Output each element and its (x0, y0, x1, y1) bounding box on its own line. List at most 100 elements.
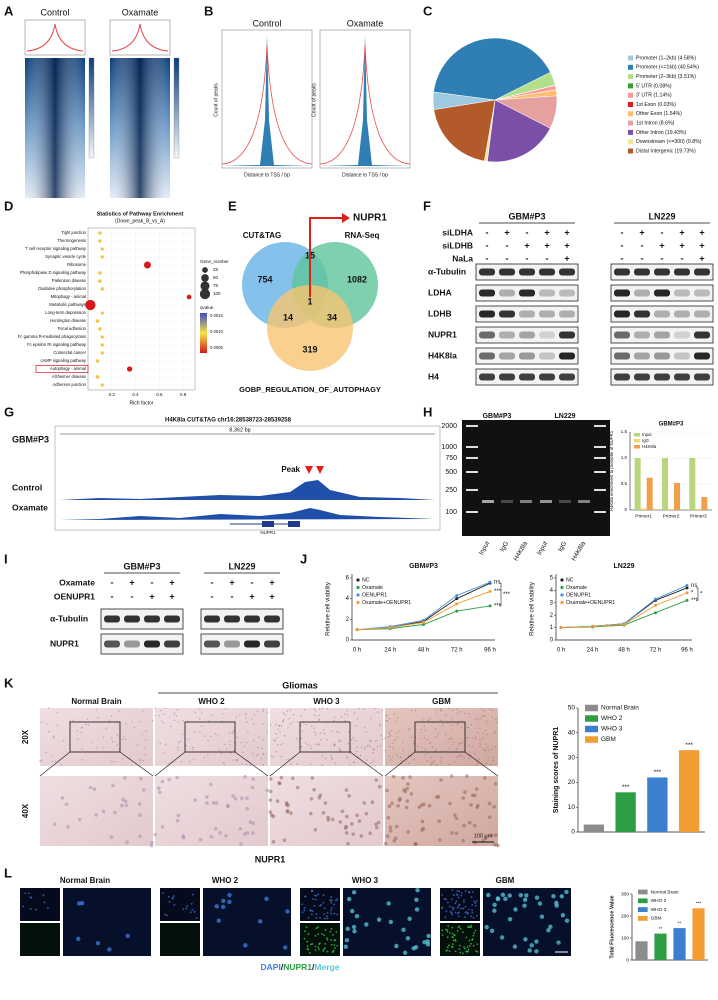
nucleus (171, 897, 174, 900)
cell (487, 733, 489, 736)
nucleus (190, 902, 193, 905)
cell (346, 757, 348, 759)
cell (346, 714, 349, 716)
cell (288, 717, 291, 720)
cell (310, 747, 312, 750)
band (654, 268, 670, 276)
cell (173, 711, 175, 714)
sign: - (641, 253, 644, 263)
nucleus (492, 902, 497, 907)
band (674, 289, 690, 297)
blot-label: α-Tubulin (428, 266, 466, 276)
cell (358, 707, 361, 710)
x-tick-label: 72 h (451, 648, 463, 654)
cell (123, 799, 128, 804)
band (634, 289, 650, 297)
cell (121, 797, 125, 802)
cell (422, 719, 425, 721)
nucleus (470, 926, 472, 929)
cell (479, 743, 481, 745)
legend-swatch (638, 907, 648, 912)
cell (301, 730, 304, 733)
cell (281, 721, 284, 723)
nucleus (462, 931, 464, 934)
nucleus (495, 896, 501, 901)
cell (160, 709, 162, 712)
nucleus (456, 890, 459, 893)
cell (402, 788, 406, 792)
significance: *** (696, 901, 702, 907)
cell (398, 796, 402, 801)
cell (356, 750, 358, 753)
y-tick-label: 0 (550, 638, 554, 644)
y-tick-label: T cell receptor signaling pathway (25, 246, 87, 251)
nucleus (332, 949, 335, 952)
cell (419, 737, 422, 740)
cell (370, 717, 372, 720)
cell (405, 786, 410, 791)
cell (318, 743, 320, 745)
nucleus (318, 943, 321, 945)
line (356, 605, 491, 631)
cell (162, 752, 165, 754)
cell (245, 806, 250, 811)
bar (678, 750, 700, 832)
cell (321, 755, 323, 757)
cell (286, 710, 289, 712)
cell (211, 714, 214, 716)
cell (457, 722, 460, 725)
nucleus (315, 913, 318, 915)
cell (313, 827, 318, 832)
nucleus (466, 950, 469, 953)
stain-label: NUPR1 (255, 854, 286, 864)
cell (81, 759, 83, 761)
nucleus (303, 937, 306, 940)
nucleus (107, 947, 112, 952)
cell (378, 724, 380, 726)
cell (280, 725, 283, 727)
sign: - (506, 240, 509, 250)
cell (410, 736, 412, 739)
legend-label: OENUPR1 (566, 592, 591, 598)
cell (459, 711, 461, 713)
band (519, 331, 535, 339)
significance: *** (494, 603, 502, 609)
cell (424, 749, 426, 751)
cell (493, 833, 498, 837)
cell (459, 742, 461, 745)
cell (131, 721, 133, 723)
y-tick-label: 2 (550, 613, 554, 619)
sign: + (639, 227, 644, 237)
nucleus (467, 912, 470, 915)
lane-label: IgG (499, 540, 510, 553)
legend-label: 100 (213, 291, 221, 296)
legend-label: Normal Brain (651, 889, 679, 895)
panel-letter: F (423, 198, 431, 213)
nucleus (564, 889, 569, 895)
band (479, 373, 495, 381)
nucleus (476, 943, 479, 946)
cell (369, 739, 371, 742)
y-tick-label: 2 (346, 617, 350, 623)
blot (610, 347, 714, 365)
cell (449, 774, 454, 778)
nucleus (518, 892, 523, 898)
cell (420, 731, 422, 734)
cell (262, 710, 264, 712)
nucleus (451, 926, 454, 929)
nucleus (216, 918, 221, 923)
cell (279, 775, 284, 780)
nucleus (556, 940, 561, 945)
cell (424, 754, 426, 756)
cell (398, 730, 400, 732)
nucleus (318, 948, 320, 951)
nucleus (311, 913, 313, 916)
point (388, 626, 392, 630)
track-label: Control (12, 482, 42, 492)
legend-swatch (628, 111, 633, 117)
significance: *** (494, 589, 502, 595)
cell (253, 722, 255, 725)
nucleus (311, 943, 314, 945)
cell (474, 738, 476, 740)
cell (272, 756, 274, 758)
